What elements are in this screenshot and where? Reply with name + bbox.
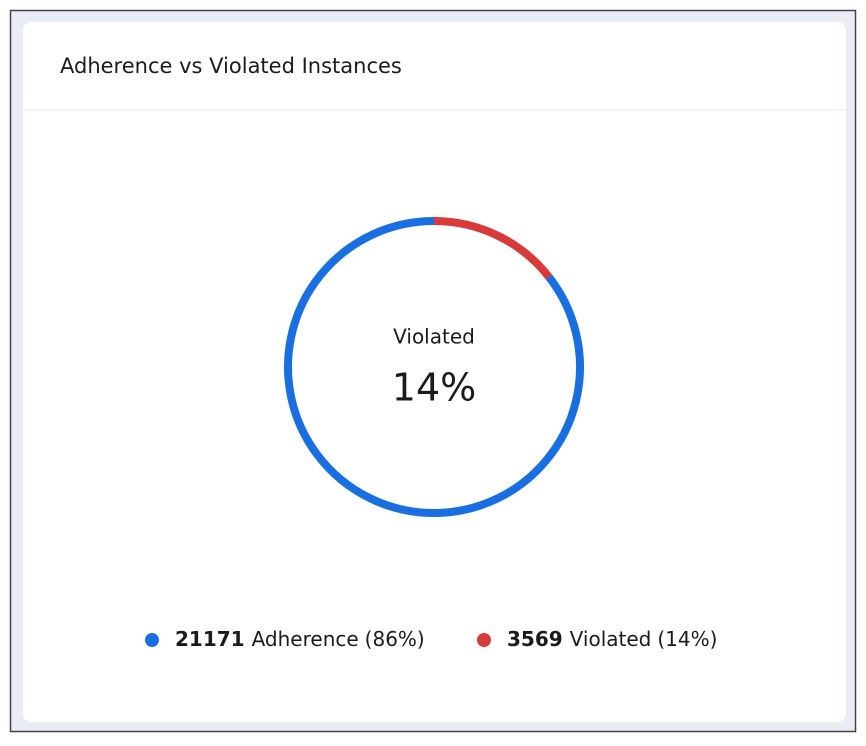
legend-marker — [477, 633, 491, 647]
legend-entry: 21171 Adherence (86%) — [175, 627, 425, 651]
card — [23, 22, 846, 722]
legend-percent: (14%) — [657, 627, 717, 651]
legend-label: Adherence — [252, 627, 359, 651]
legend-value: 3569 — [507, 627, 563, 651]
chart-title: Adherence vs Violated Instances — [60, 54, 402, 78]
legend-label: Violated — [570, 627, 652, 651]
legend-value: 21171 — [175, 627, 245, 651]
center-value: 14% — [392, 366, 476, 410]
legend-percent: (86%) — [365, 627, 425, 651]
donut-segment — [433, 217, 553, 280]
donut-segment — [284, 217, 584, 517]
center-label: Violated — [393, 325, 475, 349]
legend-marker — [145, 633, 159, 647]
legend-entry: 3569 Violated (14%) — [507, 627, 717, 651]
